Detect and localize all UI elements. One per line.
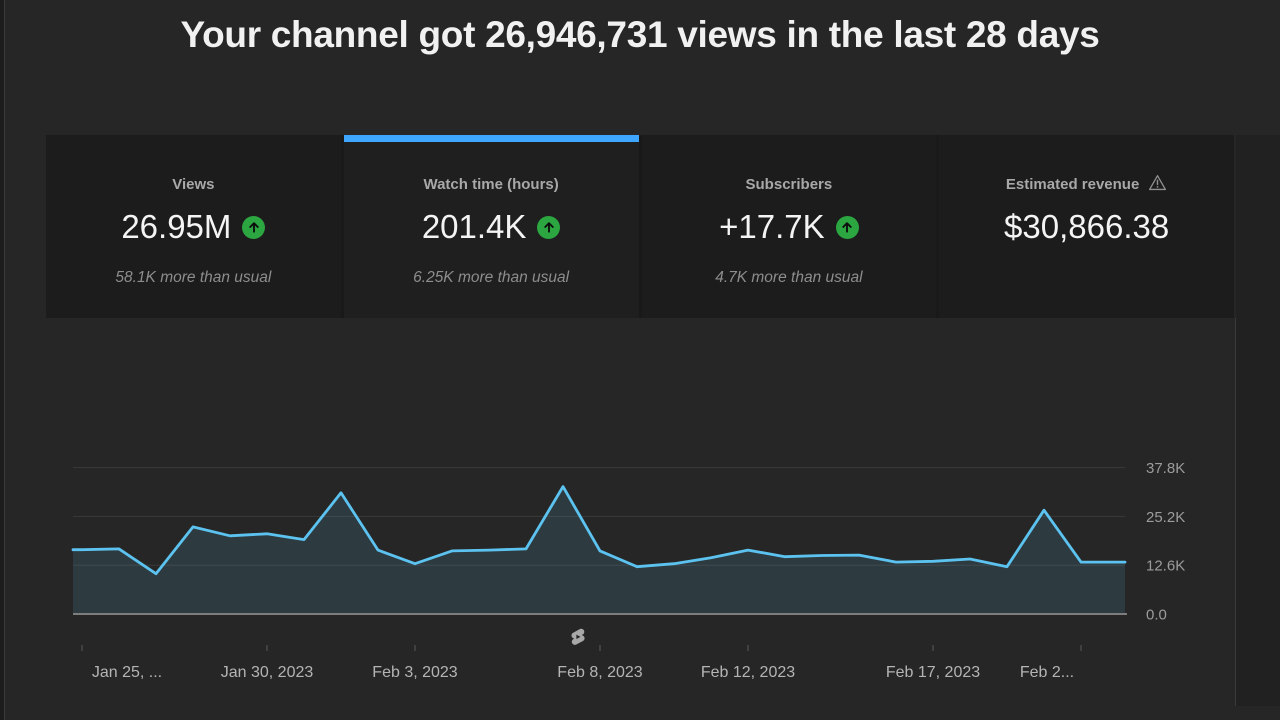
tab-watch-time-note: 6.25K more than usual (413, 269, 570, 286)
trend-up-icon (242, 215, 266, 239)
metric-tabs: Views 26.95M 58.1K more than usual Watch… (46, 135, 1234, 318)
x-axis-label: Feb 8, 2023 (557, 664, 643, 681)
tab-subscribers-note: 4.7K more than usual (715, 269, 863, 286)
tab-views-note: 58.1K more than usual (115, 269, 272, 286)
tab-watch-time-value: 201.4K (421, 208, 527, 245)
tab-subscribers[interactable]: Subscribers +17.7K 4.7K more than usual (638, 135, 937, 318)
tab-views-label: Views (172, 175, 215, 193)
y-axis-label: 0.0 (1146, 607, 1167, 624)
shorts-icon[interactable] (571, 628, 585, 645)
x-axis-label: Feb 12, 2023 (701, 664, 795, 681)
window-left-edge (0, 0, 5, 720)
tab-subscribers-value: +17.7K (719, 208, 825, 245)
tab-estimated-revenue[interactable]: Estimated revenue $30,866.38 (936, 135, 1234, 318)
right-gutter (1236, 135, 1280, 706)
warning-icon[interactable] (1148, 174, 1167, 195)
chart-right-divider (1235, 318, 1236, 706)
page-title: Your channel got 26,946,731 views in the… (180, 14, 1100, 55)
chart-line[interactable] (71, 485, 1127, 576)
y-axis-label: 12.6K (1146, 558, 1185, 575)
tab-watch-time-label: Watch time (hours) (423, 175, 559, 193)
x-axis-label: Feb 17, 2023 (886, 664, 980, 681)
watch-time-chart[interactable]: 0.0 12.6K 25.2K 37.8K Jan 25, ... Jan 30, 202… (0, 318, 1280, 720)
x-axis-label: Jan 30, 2023 (221, 664, 314, 681)
tab-estimated-revenue-value-row: $30,866.38 (939, 208, 1234, 246)
x-axis-label: Feb 3, 2023 (372, 664, 458, 681)
tab-views[interactable]: Views 26.95M 58.1K more than usual (46, 135, 341, 318)
tab-watch-time-value-row: 201.4K (344, 208, 639, 246)
tab-estimated-revenue-label-text: Estimated revenue (1005, 175, 1140, 193)
x-axis-label: Feb 2... (1020, 664, 1074, 681)
trend-up-icon (537, 215, 561, 239)
tab-estimated-revenue-value: $30,866.38 (1004, 208, 1170, 245)
tab-views-value-row: 26.95M (46, 208, 341, 246)
y-axis-label: 25.2K (1146, 509, 1185, 526)
tab-estimated-revenue-label: Estimated revenue (939, 174, 1234, 195)
x-axis-label: Jan 25, ... (92, 664, 162, 681)
y-axis-label: 37.8K (1146, 460, 1185, 477)
tab-watch-time[interactable]: Watch time (hours) 201.4K 6.25K more tha… (340, 135, 639, 318)
tab-views-value: 26.95M (121, 208, 232, 245)
tab-subscribers-value-row: +17.7K (642, 208, 937, 246)
trend-up-icon (835, 215, 859, 239)
tab-subscribers-label: Subscribers (745, 175, 833, 193)
